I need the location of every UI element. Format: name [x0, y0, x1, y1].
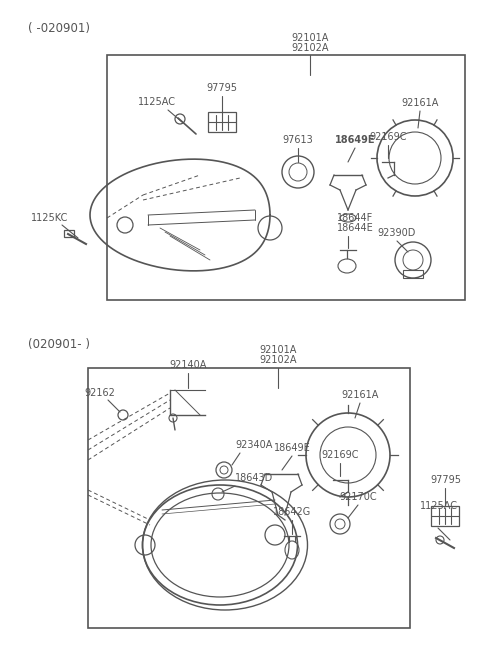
Text: 92161A: 92161A [341, 390, 379, 400]
Text: 92390D: 92390D [378, 228, 416, 238]
Text: 18649E: 18649E [335, 135, 375, 145]
Text: 18643D: 18643D [235, 473, 273, 483]
Text: (020901- ): (020901- ) [28, 338, 90, 351]
Text: 92169C: 92169C [321, 450, 359, 460]
Text: 92102A: 92102A [291, 43, 329, 53]
Text: 92101A: 92101A [259, 345, 297, 355]
Text: 92340A: 92340A [235, 440, 272, 450]
Bar [64, 230, 74, 237]
Text: 1125AC: 1125AC [138, 97, 176, 107]
Text: 92140A: 92140A [169, 360, 207, 370]
Text: ( -020901): ( -020901) [28, 22, 90, 35]
Text: 1125AC: 1125AC [420, 501, 458, 511]
Bar [431, 506, 459, 526]
Text: 18644F: 18644F [337, 213, 373, 223]
Bar [208, 112, 236, 132]
Text: 92161A: 92161A [401, 98, 439, 108]
Text: 18644E: 18644E [336, 223, 373, 233]
Text: 18649E: 18649E [274, 443, 311, 453]
Text: 97613: 97613 [283, 135, 313, 145]
Bar [107, 55, 465, 300]
Text: 92162: 92162 [84, 388, 115, 398]
Bar [403, 270, 423, 278]
Text: 92169C: 92169C [369, 132, 407, 142]
Text: 92101A: 92101A [291, 33, 329, 43]
Bar [88, 368, 410, 628]
Text: 92170C: 92170C [339, 492, 377, 502]
Text: 1125KC: 1125KC [31, 213, 69, 223]
Text: 97795: 97795 [430, 475, 461, 485]
Text: 97795: 97795 [206, 83, 238, 93]
Text: 18642G: 18642G [273, 507, 311, 517]
Text: 92102A: 92102A [259, 355, 297, 365]
